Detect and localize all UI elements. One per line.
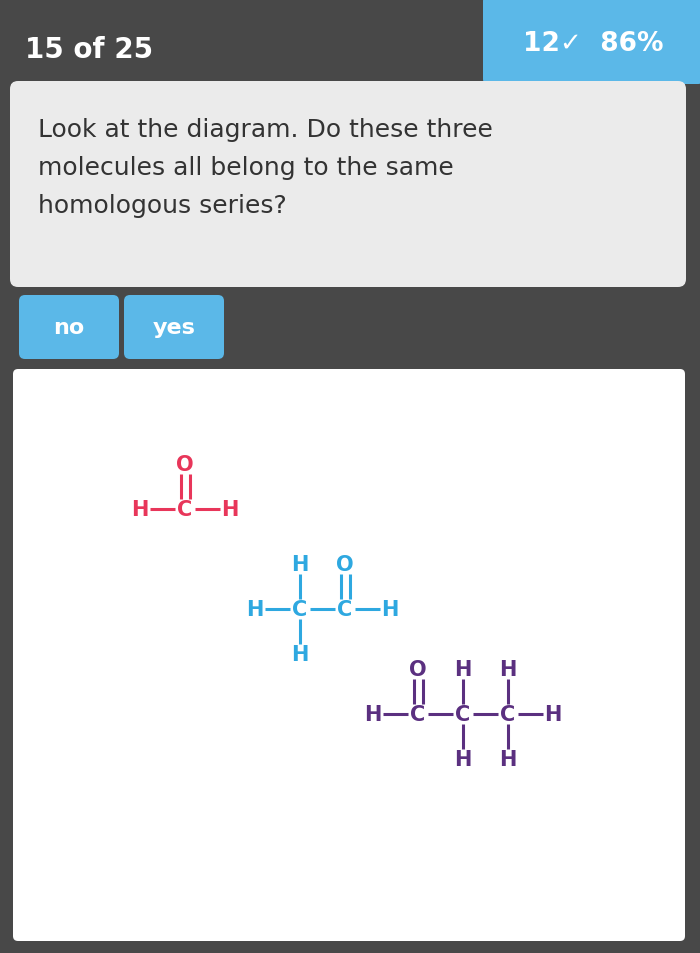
FancyBboxPatch shape	[124, 295, 224, 359]
Text: H: H	[246, 599, 264, 619]
Text: H: H	[499, 749, 517, 769]
Text: H: H	[382, 599, 399, 619]
Text: H: H	[221, 499, 239, 519]
Text: H: H	[545, 704, 561, 724]
Text: H: H	[454, 659, 472, 679]
Text: H: H	[499, 659, 517, 679]
FancyBboxPatch shape	[10, 82, 686, 288]
FancyBboxPatch shape	[19, 295, 119, 359]
Text: H: H	[454, 749, 472, 769]
Text: C: C	[410, 704, 426, 724]
Text: H: H	[291, 555, 309, 575]
Text: C: C	[456, 704, 470, 724]
Text: no: no	[53, 317, 85, 337]
Text: C: C	[337, 599, 353, 619]
Text: C: C	[177, 499, 192, 519]
FancyBboxPatch shape	[13, 370, 685, 941]
Text: O: O	[176, 455, 194, 475]
Text: Look at the diagram. Do these three
molecules all belong to the same
homologous : Look at the diagram. Do these three mole…	[38, 118, 493, 218]
Text: 15 of 25: 15 of 25	[25, 36, 153, 64]
Text: O: O	[410, 659, 427, 679]
Text: H: H	[364, 704, 382, 724]
Text: C: C	[293, 599, 307, 619]
FancyBboxPatch shape	[483, 0, 700, 85]
Text: yes: yes	[153, 317, 195, 337]
Text: O: O	[336, 555, 354, 575]
Text: H: H	[132, 499, 148, 519]
Text: C: C	[500, 704, 516, 724]
Text: H: H	[291, 644, 309, 664]
Text: 12✓  86%: 12✓ 86%	[523, 30, 664, 57]
